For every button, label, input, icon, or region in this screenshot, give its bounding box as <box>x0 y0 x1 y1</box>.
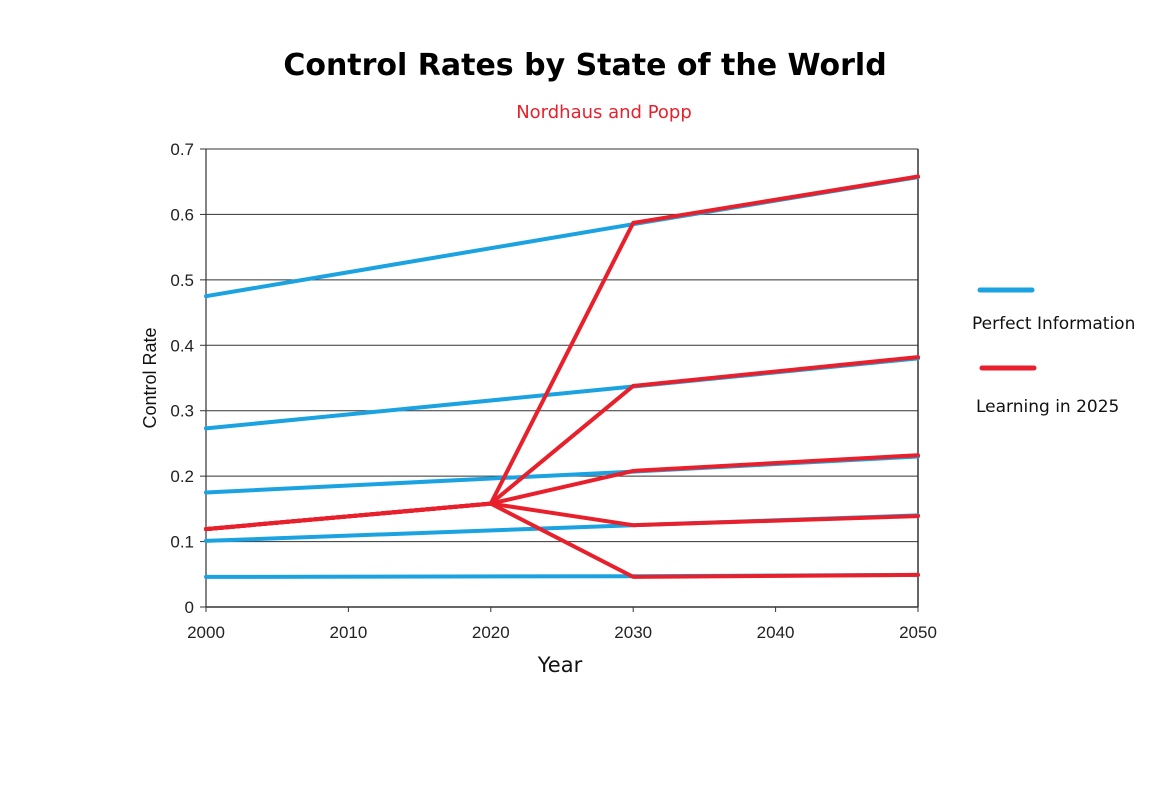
x-tick-label: 2050 <box>899 623 937 642</box>
x-tick-label: 2030 <box>614 623 652 642</box>
y-axis-label: Control Rate <box>140 327 160 428</box>
chart-title: Control Rates by State of the World <box>283 48 886 83</box>
y-tick-label: 0.7 <box>170 140 194 159</box>
legend-label-perfect: Perfect Information <box>972 314 1135 334</box>
y-tick-label: 0.2 <box>170 467 194 486</box>
series-line-learning-9 <box>204 501 920 579</box>
legend-label-learning: Learning in 2025 <box>976 397 1119 417</box>
series-line-learning-8 <box>204 501 920 532</box>
x-tick-label: 2040 <box>757 623 795 642</box>
y-tick-label: 0.5 <box>170 271 194 290</box>
axes: 0 0.1 0.2 0.3 0.4 0.5 0.6 0.7 2000 2010 2020 2030 20… <box>170 140 937 642</box>
y-tick-label: 0 <box>185 598 194 617</box>
x-tick-label: 2000 <box>187 623 225 642</box>
legend: Perfect Information Learning in 2025 <box>972 287 1135 417</box>
series-lines <box>204 174 920 579</box>
y-tick-label: 0.3 <box>170 402 194 421</box>
y-tick-label: 0.4 <box>170 336 194 355</box>
x-tick-label: 2020 <box>472 623 510 642</box>
y-tick-label: 0.6 <box>170 205 194 224</box>
x-axis-label: Year <box>537 653 583 677</box>
series-line-learning-6 <box>204 355 920 532</box>
chart-subtitle: Nordhaus and Popp <box>516 102 692 123</box>
y-tick-label: 0.1 <box>170 533 194 552</box>
x-tick-label: 2010 <box>329 623 367 642</box>
